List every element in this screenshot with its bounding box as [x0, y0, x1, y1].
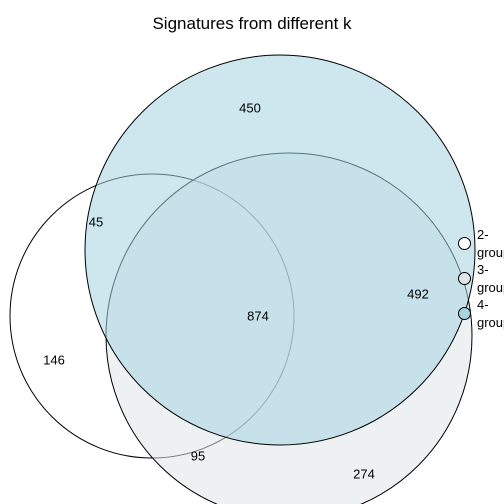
- venn-chart: Signatures from different k 450 45 492 874 1…: [0, 0, 504, 504]
- region-label-only2: 146: [43, 353, 65, 368]
- chart-title: Signatures from different k: [0, 14, 504, 34]
- region-label-c2c4: 45: [89, 215, 103, 230]
- circle-c4: [85, 55, 475, 445]
- legend-swatch: [458, 307, 471, 320]
- region-label-only3: 274: [353, 467, 375, 482]
- chart-title-text: Signatures from different k: [152, 14, 351, 33]
- region-label-c2c3: 95: [191, 449, 205, 464]
- legend-item: 2-group: [458, 226, 504, 261]
- region-label-all: 874: [247, 309, 269, 324]
- legend-item: 3-group: [458, 261, 504, 296]
- legend-label: 2-group: [477, 226, 504, 261]
- legend-label: 3-group: [477, 261, 504, 296]
- region-label-only4: 450: [239, 101, 261, 116]
- venn-svg: [0, 0, 504, 504]
- legend-label: 4-group: [477, 296, 504, 331]
- legend: 2-group3-group4-group: [458, 226, 504, 331]
- legend-swatch: [458, 237, 471, 250]
- legend-swatch: [458, 272, 471, 285]
- legend-item: 4-group: [458, 296, 504, 331]
- region-label-c3c4: 492: [407, 287, 429, 302]
